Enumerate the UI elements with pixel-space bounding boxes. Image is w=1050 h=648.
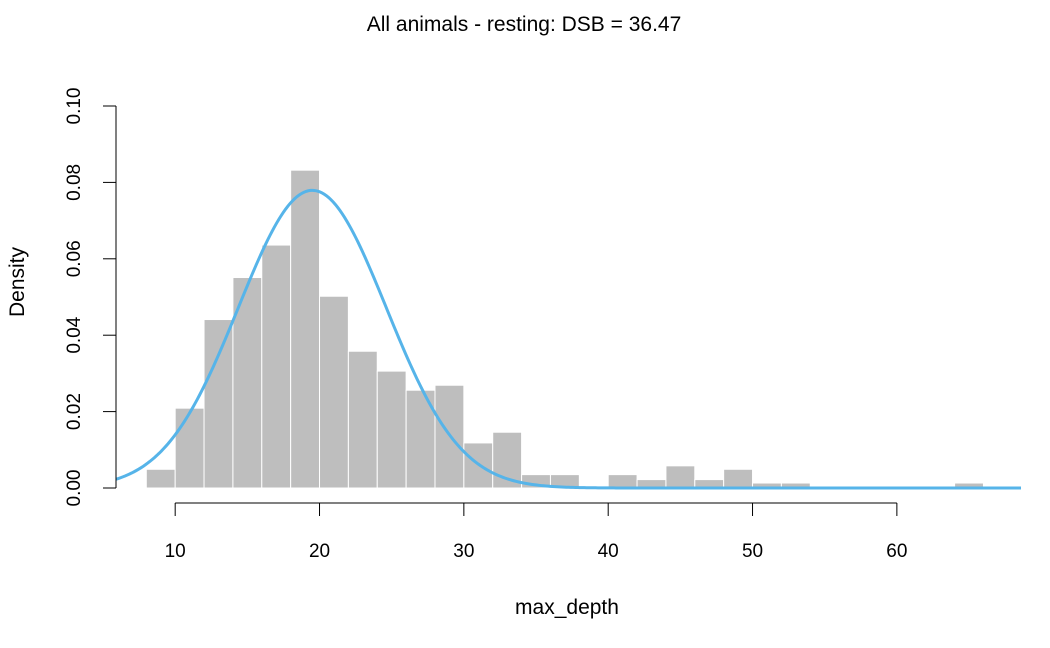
histogram-bars [145,169,984,489]
x-tick-label: 30 [453,541,474,562]
x-tick-label: 20 [309,541,330,562]
chart-title: All animals - resting: DSB = 36.47 [367,13,682,36]
histogram-bar [174,407,205,489]
histogram-bar [261,244,292,489]
x-axis: 10 20 30 40 50 60 [165,502,907,562]
histogram-bar [145,468,176,489]
y-tick-label: 0.08 [64,164,85,201]
y-tick-label: 0.06 [64,240,85,277]
histogram-bar [290,169,321,489]
y-tick-label: 0.02 [64,393,85,430]
histogram-bar [723,468,754,489]
histogram-bar [376,370,407,489]
x-tick-label: 40 [598,541,619,562]
y-tick-label: 0.00 [64,470,85,507]
y-axis: 0.00 0.02 0.04 0.06 0.08 0.10 [64,88,117,507]
x-tick-label: 50 [742,541,763,562]
histogram-bar [203,319,234,489]
histogram-bar [665,465,696,489]
histogram-bar [607,474,638,489]
y-tick-label: 0.10 [64,88,85,125]
x-axis-label: max_depth [515,596,619,619]
y-axis-label: Density [6,246,29,317]
density-curve [115,188,1021,490]
x-tick-label: 10 [165,541,186,562]
histogram-bar [347,350,378,489]
x-tick-label: 60 [886,541,907,562]
histogram-bar [319,295,349,489]
y-tick-label: 0.04 [64,316,85,353]
